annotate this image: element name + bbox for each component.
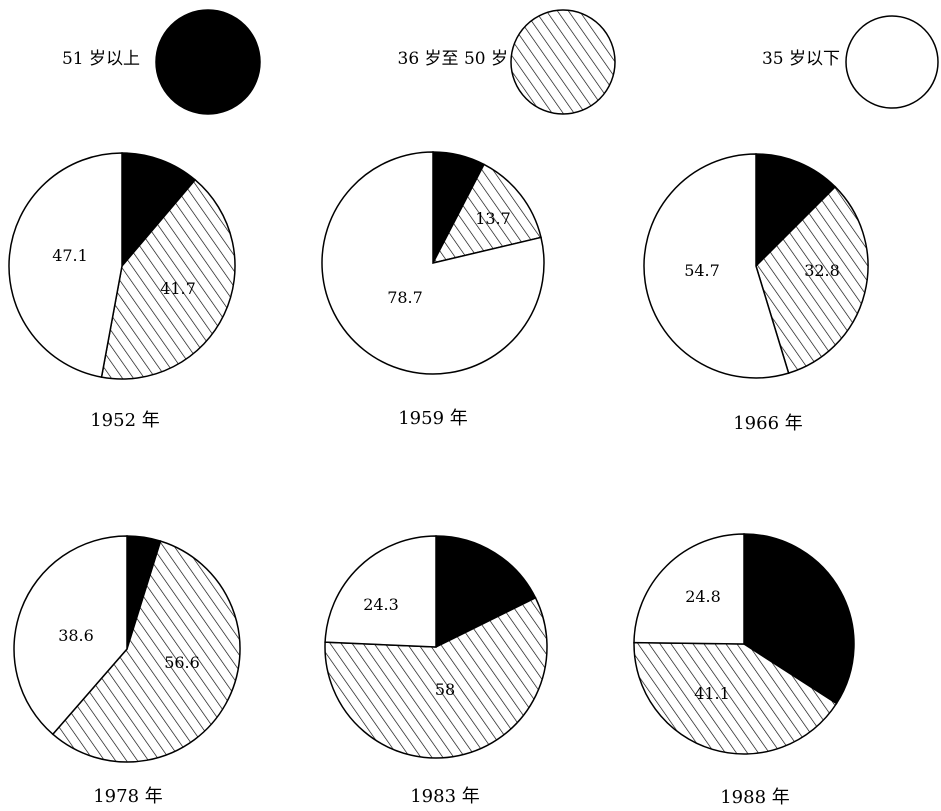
slice-label: 34.1: [781, 602, 817, 621]
pie-title: 1978 年: [93, 786, 163, 807]
pie-title: 1959 年: [398, 408, 468, 429]
pie-slice-black: [755, 153, 837, 268]
slice-label: 11.2: [130, 179, 166, 198]
slice-label: 24.3: [363, 595, 399, 614]
pie-slice-white: [324, 535, 437, 648]
pie-slice-hatch: [755, 185, 869, 375]
slice-label: 4.8: [127, 548, 152, 567]
pie-slice-white: [13, 535, 128, 736]
pie-slice-hatch: [324, 596, 548, 759]
pie-chart-1978: 4.8 56.6 38.6 1978 年: [13, 535, 241, 807]
pie-slice-white: [643, 153, 790, 379]
slice-label: 54.7: [684, 261, 720, 280]
pie-slice-hatch: [100, 178, 236, 380]
slice-label: 17.7: [445, 581, 481, 600]
pie-slice-hatch: [633, 641, 838, 755]
pie-slice-white: [8, 152, 123, 379]
slice-label: 24.8: [685, 587, 721, 606]
slice-label: 7.6: [433, 167, 458, 186]
slice-label: 41.7: [160, 279, 196, 298]
pie-chart-1988: 34.1 41.1 24.8 1988 年: [633, 533, 855, 808]
slice-label: 41.1: [694, 684, 730, 703]
slice-label: 47.1: [52, 246, 88, 265]
legend-swatch-1: [510, 9, 616, 115]
slice-label: 56.6: [164, 653, 200, 672]
pie-title: 1983 年: [410, 786, 480, 807]
pie-chart-1959: 7.6 13.7 78.7 1959 年: [321, 151, 545, 429]
pie-title: 1952 年: [90, 410, 160, 431]
pie-slice-black: [121, 152, 197, 269]
pie-slice-white: [633, 533, 745, 645]
slice-label: 32.8: [804, 261, 840, 280]
legend-label-2: 35 岁以下: [762, 49, 840, 69]
slice-label: 78.7: [387, 288, 423, 307]
legend-swatch-2: [845, 15, 939, 109]
pie-title: 1988 年: [720, 787, 790, 808]
pie-slice-hatch: [51, 540, 241, 763]
legend-label-1: 36 岁至 50 岁: [398, 49, 508, 69]
legend: 51 岁以上 36 岁至 50 岁 35 岁以下: [62, 9, 939, 115]
pie-title: 1966 年: [733, 413, 803, 434]
slice-label: 38.6: [58, 626, 94, 645]
pie-slice-black: [435, 535, 537, 649]
pie-chart-1983: 17.7 58 24.3 1983 年: [324, 535, 548, 807]
legend-label-0: 51 岁以上: [62, 49, 140, 69]
pie-chart-1952: 11.2 41.7 47.1 1952 年: [8, 152, 236, 431]
pie-slice-hatch: [431, 163, 542, 265]
slice-label: 58: [435, 680, 455, 699]
pie-chart-1966: 12.5 32.8 54.7 1966 年: [643, 153, 869, 434]
pie-slice-white: [321, 151, 545, 375]
slice-label: 13.7: [475, 209, 511, 228]
legend-swatch-0: [155, 9, 261, 115]
slice-label: 12.5: [770, 181, 806, 200]
